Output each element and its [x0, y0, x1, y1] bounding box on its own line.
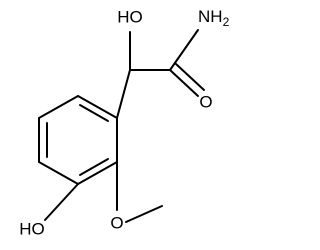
- atom-label: O: [110, 213, 123, 232]
- bond: [169, 69, 199, 97]
- atom-label: NH: [198, 7, 223, 26]
- atom-subscript: 2: [223, 15, 230, 29]
- double-bond: [79, 158, 109, 176]
- bond: [38, 95, 79, 119]
- double-bond: [79, 104, 109, 122]
- double-bond: [175, 63, 205, 91]
- atom-label: HO: [117, 7, 143, 26]
- bond: [125, 205, 163, 223]
- atom-label: O: [199, 92, 212, 111]
- bond: [77, 95, 118, 119]
- atom-label: NH2: [198, 7, 230, 29]
- bond: [116, 69, 131, 119]
- bond: [44, 183, 79, 221]
- bond: [77, 161, 118, 185]
- bond: [169, 29, 199, 71]
- atom-label: HO: [19, 219, 45, 238]
- bonds: [38, 29, 205, 223]
- structure-diagram: HO NH2 O HO O: [19, 7, 230, 238]
- bond: [38, 161, 79, 185]
